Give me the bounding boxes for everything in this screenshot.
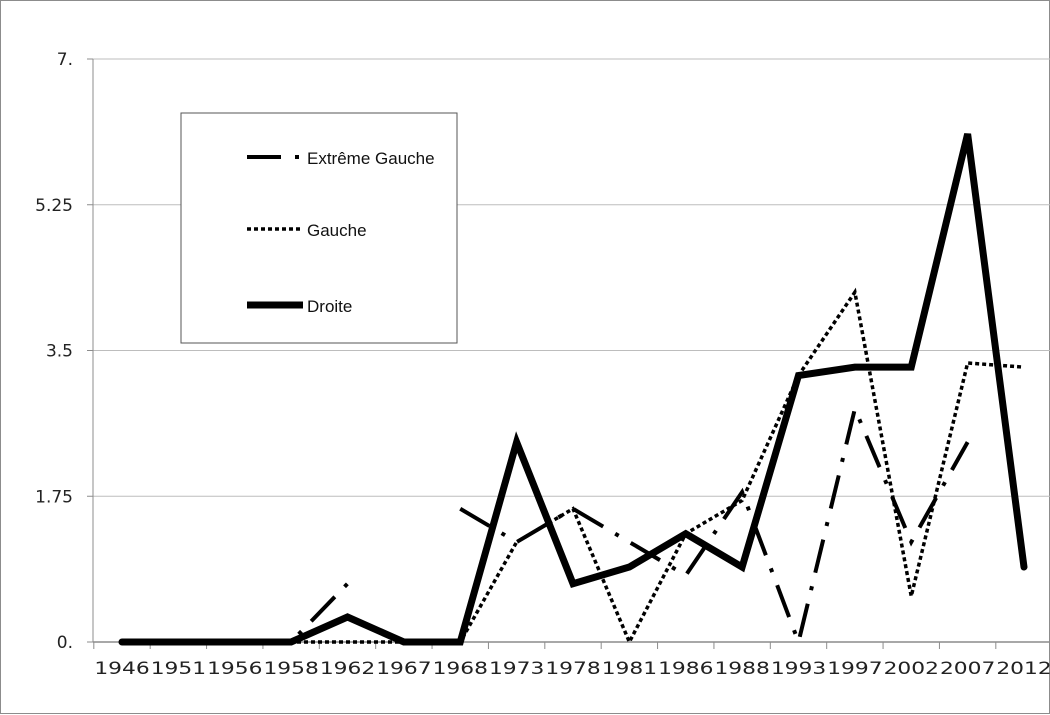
- y-tick-label: 1.75: [35, 487, 73, 507]
- x-tick-label: 1962: [320, 659, 375, 679]
- x-tick-label: 1968: [433, 659, 488, 679]
- series-line-gauche: [122, 287, 1025, 647]
- legend: Extrême Gauche Gauche Droite: [180, 112, 458, 344]
- series-line-droite: [118, 133, 1028, 646]
- legend-box: [180, 112, 458, 344]
- x-tick-label: 1973: [489, 659, 544, 679]
- y-tick-label: 3.5: [46, 342, 73, 362]
- series-line-extr-me-gauche: [459, 402, 970, 649]
- legend-label-extr-me-gauche: Extrême Gauche: [307, 149, 435, 168]
- series-lines: [118, 133, 1028, 649]
- x-tick-label: 1986: [658, 659, 713, 679]
- x-tick-label: 2002: [884, 659, 939, 679]
- y-tick-label: 5.25: [35, 196, 73, 216]
- x-tick-label: 1951: [151, 659, 206, 679]
- y-tick-label: 0.: [57, 633, 73, 653]
- x-tick-label: 1978: [545, 659, 600, 679]
- x-tick-label: 1958: [263, 659, 318, 679]
- x-tick-label: 2012: [996, 659, 1050, 679]
- legend-label-gauche: Gauche: [307, 221, 367, 240]
- legend-label-droite: Droite: [307, 297, 352, 316]
- x-tick-label: 1997: [827, 659, 882, 679]
- x-tick-label: 1993: [771, 659, 826, 679]
- y-tick-label: 7.: [57, 50, 73, 70]
- x-tick-label: 1988: [714, 659, 769, 679]
- x-tick-label: 1946: [94, 659, 149, 679]
- y-axis-tick-labels: 0. 1.75 3.5 5.25 7.: [35, 50, 73, 653]
- x-tick-label: 1967: [376, 659, 431, 679]
- x-axis-tick-labels: 1946 1951 1956 1958 1962 1967 1968 1973 1978 1981…: [94, 659, 1050, 679]
- x-tick-label: 1981: [602, 659, 657, 679]
- x-tick-label: 1956: [207, 659, 262, 679]
- x-tick-label: 2007: [940, 659, 995, 679]
